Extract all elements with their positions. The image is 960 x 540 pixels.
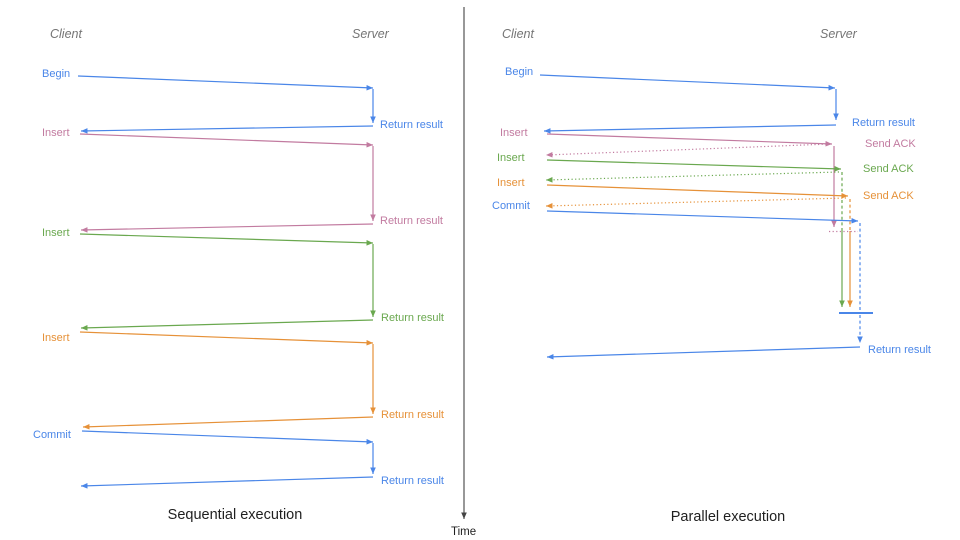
par-final-return-arrow xyxy=(546,346,861,360)
par-insert3-ack-arrow xyxy=(545,197,847,209)
seq-begin-label: Begin xyxy=(42,68,70,80)
seq-insert1-request-arrow xyxy=(79,133,374,148)
seq-insert1-label: Insert xyxy=(42,127,70,139)
seq-insert1-return-arrow xyxy=(80,223,374,233)
time-axis-label: Time xyxy=(451,526,476,538)
par-begin-label: Begin xyxy=(505,66,533,78)
par-client-header: Client xyxy=(502,27,534,41)
par-insert1-ack-arrow xyxy=(545,143,831,158)
par-commit-label: Commit xyxy=(492,200,530,212)
par-server-header: Server xyxy=(820,27,858,41)
par-insert2-request-arrow xyxy=(546,159,842,172)
par-begin-return-arrow xyxy=(543,124,837,134)
seq-insert2-return-label: Return result xyxy=(381,312,444,324)
par-commit-request-arrow xyxy=(546,210,859,224)
par-insert2-ack-arrow xyxy=(545,171,840,183)
sequential-title: Sequential execution xyxy=(168,507,303,523)
time-axis: Time xyxy=(451,7,476,538)
seq-insert3-return-arrow xyxy=(82,416,374,430)
sequential-diagram: Client Server Begin Return result Insert… xyxy=(33,27,444,523)
seq-client-header: Client xyxy=(50,27,82,41)
par-insert2-label: Insert xyxy=(497,152,525,164)
seq-insert3-label: Insert xyxy=(42,332,70,344)
seq-commit-return-arrow xyxy=(80,476,374,489)
seq-insert3-request-arrow xyxy=(79,331,374,346)
parallel-title: Parallel execution xyxy=(671,509,785,525)
seq-insert3-return-label: Return result xyxy=(381,409,444,421)
par-insert3-request-arrow xyxy=(546,184,849,199)
seq-commit-request-arrow xyxy=(81,430,374,445)
par-insert2-ack-label: Send ACK xyxy=(863,163,914,175)
seq-begin-return-arrow xyxy=(80,125,374,134)
seq-insert2-request-arrow xyxy=(79,233,374,246)
parallel-diagram: Client Server Begin Return result Insert… xyxy=(492,27,931,525)
seq-insert2-label: Insert xyxy=(42,227,70,239)
seq-insert1-return-label: Return result xyxy=(380,215,443,227)
par-insert3-label: Insert xyxy=(497,177,525,189)
par-begin-request-arrow xyxy=(539,74,836,91)
par-insert1-ack-label: Send ACK xyxy=(865,138,916,150)
seq-begin-request-arrow xyxy=(77,75,374,91)
par-insert3-ack-label: Send ACK xyxy=(863,190,914,202)
par-insert1-request-arrow xyxy=(546,133,833,147)
seq-commit-label: Commit xyxy=(33,429,71,441)
par-insert1-label: Insert xyxy=(500,127,528,139)
par-begin-return-label: Return result xyxy=(852,117,915,129)
seq-server-header: Server xyxy=(352,27,390,41)
par-final-return-label: Return result xyxy=(868,344,931,356)
seq-insert2-return-arrow xyxy=(80,319,374,331)
seq-begin-return-label: Return result xyxy=(380,119,443,131)
seq-commit-return-label: Return result xyxy=(381,475,444,487)
